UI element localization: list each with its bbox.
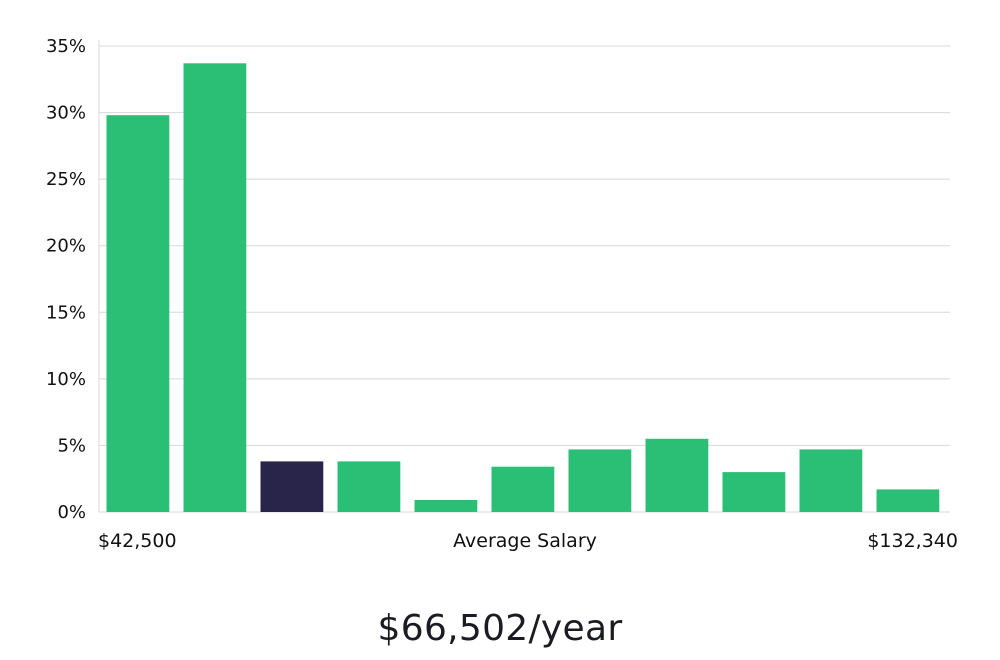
y-tick-label: 10% — [46, 369, 86, 390]
y-axis-ticks: 0% 5% 10% 15% 20% 25% 30% 35% — [46, 36, 86, 523]
bar-highlighted — [260, 461, 324, 512]
bar — [183, 63, 247, 513]
y-tick-label: 20% — [46, 236, 86, 257]
bar — [414, 500, 478, 512]
y-tick-label: 25% — [46, 169, 86, 190]
x-max-label: $132,340 — [867, 530, 958, 552]
bar — [106, 115, 170, 512]
bar — [876, 489, 940, 512]
y-tick-label: 15% — [46, 302, 86, 323]
x-axis-label: Average Salary — [453, 530, 597, 552]
bar — [568, 449, 632, 512]
x-min-label: $42,500 — [98, 530, 177, 552]
bar — [337, 461, 401, 512]
salary-histogram: 0% 5% 10% 15% 20% 25% 30% 35% $42,500 Average S… — [46, 36, 958, 552]
bar — [491, 466, 555, 512]
y-tick-label: 5% — [57, 435, 86, 456]
y-tick-label: 30% — [46, 103, 86, 124]
bar — [722, 472, 786, 512]
bars — [106, 63, 940, 513]
average-salary-value: $66,502/year — [377, 608, 623, 649]
y-tick-label: 35% — [46, 36, 86, 57]
y-tick-label: 0% — [57, 502, 86, 523]
bar — [645, 438, 709, 512]
bar — [799, 449, 863, 512]
